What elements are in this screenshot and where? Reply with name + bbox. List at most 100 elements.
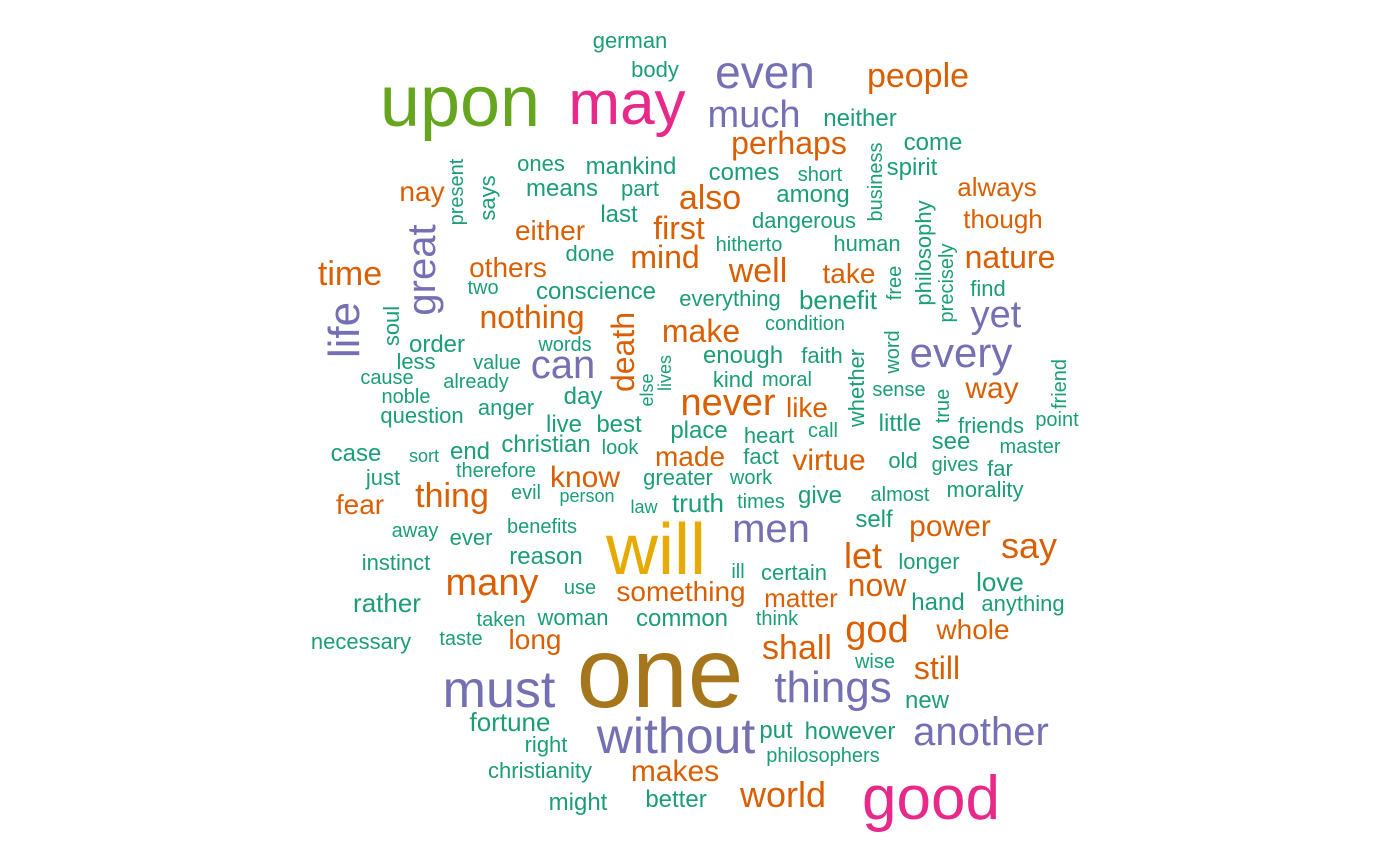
word-just: just bbox=[365, 465, 401, 490]
word-case: case bbox=[330, 440, 382, 467]
word-hand: hand bbox=[911, 589, 965, 616]
word-word: word bbox=[882, 330, 904, 374]
word-away: away bbox=[391, 520, 439, 542]
word-human: human bbox=[833, 231, 901, 256]
word-will: will bbox=[606, 510, 706, 590]
word-place: place bbox=[670, 417, 728, 444]
word-let: let bbox=[843, 535, 883, 576]
word-use: use bbox=[563, 577, 597, 599]
word-taken: taken bbox=[476, 609, 526, 631]
word-point: point bbox=[1035, 409, 1079, 431]
word-kind: kind bbox=[712, 367, 754, 392]
word-nature: nature bbox=[964, 239, 1056, 275]
word-great: great bbox=[400, 224, 444, 316]
word-instinct: instinct bbox=[361, 550, 431, 575]
word-means: means bbox=[525, 175, 599, 202]
word-men: men bbox=[732, 507, 810, 551]
word-everything: everything bbox=[679, 286, 781, 311]
word-german: german bbox=[592, 28, 668, 53]
word-conscience: conscience bbox=[535, 278, 657, 305]
word-neither: neither bbox=[823, 105, 897, 132]
word-business: business bbox=[865, 142, 887, 222]
word-dangerous: dangerous bbox=[752, 208, 856, 233]
word-either: either bbox=[514, 215, 586, 246]
word-upon: upon bbox=[379, 62, 541, 142]
word-work: work bbox=[729, 467, 773, 489]
word-end: end bbox=[449, 438, 491, 465]
word-put: put bbox=[759, 717, 793, 744]
word-value: value bbox=[473, 352, 521, 374]
word-call: call bbox=[807, 420, 839, 442]
word-far: far bbox=[987, 456, 1013, 481]
word-nay: nay bbox=[399, 176, 445, 207]
word-question: question bbox=[380, 403, 464, 428]
word-god: god bbox=[845, 609, 909, 651]
word-philosophy: philosophy bbox=[911, 200, 936, 306]
word-though: though bbox=[963, 204, 1043, 234]
word-things: things bbox=[774, 663, 892, 712]
word-precisely: precisely bbox=[936, 243, 958, 323]
word-gives: gives bbox=[931, 454, 979, 476]
word-take: take bbox=[822, 258, 876, 289]
word-however: however bbox=[804, 718, 896, 745]
word-time: time bbox=[317, 255, 383, 293]
word-much: much bbox=[707, 94, 801, 136]
word-reason: reason bbox=[509, 543, 583, 570]
word-many: many bbox=[445, 562, 539, 604]
word-might: might bbox=[548, 789, 608, 816]
word-nothing: nothing bbox=[479, 299, 585, 335]
word-noble: noble bbox=[381, 386, 431, 408]
word-way: way bbox=[965, 372, 1019, 405]
word-benefit: benefit bbox=[798, 285, 878, 315]
word-whole: whole bbox=[936, 614, 1010, 645]
word-without: without bbox=[596, 708, 756, 764]
word-spirit: spirit bbox=[886, 154, 938, 181]
word-mankind: mankind bbox=[585, 153, 677, 180]
word-master: master bbox=[999, 436, 1061, 458]
word-two: two bbox=[467, 277, 499, 299]
word-day: day bbox=[563, 383, 603, 410]
word-perhaps: perhaps bbox=[731, 125, 847, 161]
word-look: look bbox=[601, 437, 639, 459]
word-among: among bbox=[776, 181, 850, 208]
word-thing: thing bbox=[415, 477, 489, 515]
word-ones: ones bbox=[517, 151, 565, 176]
word-world: world bbox=[739, 774, 827, 815]
word-never: never bbox=[680, 382, 776, 424]
word-mind: mind bbox=[630, 239, 700, 275]
word-matter: matter bbox=[764, 583, 838, 613]
word-yet: yet bbox=[970, 294, 1022, 336]
word-well: well bbox=[728, 252, 788, 290]
word-another: another bbox=[913, 710, 1049, 754]
word-benefits: benefits bbox=[506, 516, 578, 538]
word-soul: soul bbox=[379, 305, 404, 347]
word-power: power bbox=[909, 510, 991, 543]
word-moral: moral bbox=[761, 369, 813, 391]
word-others: others bbox=[469, 252, 547, 283]
word-anything: anything bbox=[981, 591, 1065, 616]
word-last: last bbox=[600, 201, 638, 228]
word-self: self bbox=[855, 506, 893, 533]
word-live: live bbox=[545, 411, 583, 438]
word-truth: truth bbox=[671, 488, 725, 518]
word-death: death bbox=[605, 311, 641, 393]
word-first: first bbox=[653, 210, 705, 246]
word-present: present bbox=[446, 158, 468, 226]
word-sort: sort bbox=[408, 446, 440, 466]
word-every: every bbox=[909, 329, 1013, 376]
word-fortune: fortune bbox=[469, 707, 551, 737]
word-even: even bbox=[715, 46, 815, 98]
word-woman: woman bbox=[537, 605, 609, 630]
word-say: say bbox=[1000, 525, 1058, 566]
word-taste: taste bbox=[439, 628, 483, 650]
word-ever: ever bbox=[449, 525, 493, 550]
word-new: new bbox=[904, 687, 950, 714]
word-therefore: therefore bbox=[455, 460, 537, 482]
word-wise: wise bbox=[854, 651, 896, 673]
word-find: find bbox=[970, 276, 1006, 301]
word-condition: condition bbox=[764, 313, 846, 335]
word-lives: lives bbox=[655, 354, 675, 392]
word-may: may bbox=[568, 69, 686, 138]
word-something: something bbox=[616, 576, 746, 607]
word-long: long bbox=[508, 624, 562, 655]
